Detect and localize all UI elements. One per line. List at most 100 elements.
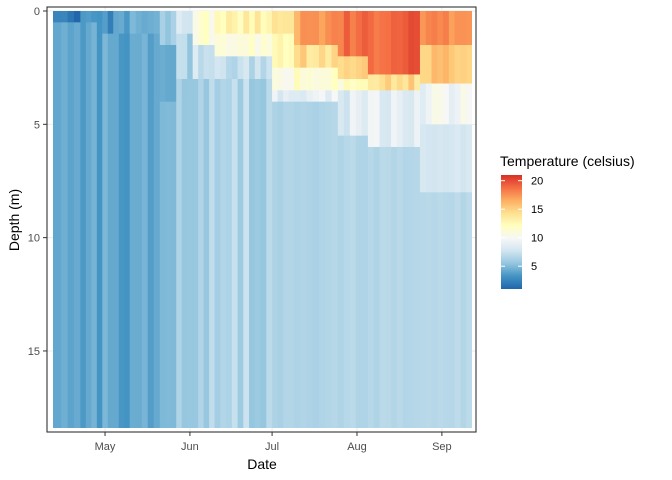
heatmap-cell [187, 11, 194, 35]
heatmap-cell [113, 33, 120, 428]
heatmap-cell [402, 146, 409, 428]
heatmap-cell [293, 90, 301, 103]
heatmap-cell [300, 44, 308, 69]
heatmap-cell [266, 78, 273, 428]
heatmap-cell [437, 83, 444, 125]
heatmap-cell [67, 11, 75, 23]
heatmap-cell [80, 22, 87, 428]
heatmap-cell [419, 83, 427, 125]
heatmap-cell [277, 33, 284, 69]
y-axis-title: Depth (m) [6, 189, 22, 251]
heatmap-cell [135, 33, 143, 428]
heatmap-cell [379, 74, 386, 91]
heatmap-cell [176, 78, 183, 428]
heatmap-cell [367, 90, 375, 148]
heatmap-cell [187, 33, 194, 80]
heatmap-cell [373, 90, 381, 148]
heatmap-cell [74, 11, 81, 23]
heatmap-cell [361, 90, 369, 137]
heatmap-cell [61, 22, 69, 428]
heatmap-cell [319, 101, 326, 428]
heatmap-cell [277, 11, 284, 35]
legend-title: Temperature (celsius) [500, 153, 635, 169]
heatmap-cell [96, 11, 103, 23]
heatmap-cell [460, 192, 467, 428]
heatmap-cell [107, 11, 114, 35]
heatmap-cell [153, 33, 161, 428]
heatmap-cell [209, 44, 216, 80]
heatmap-cell [396, 74, 404, 91]
heatmap-cell [198, 11, 205, 46]
heatmap-cell [181, 33, 188, 80]
heatmap-cell [349, 78, 357, 91]
heatmap-cell [373, 11, 381, 75]
heatmap-cell [293, 101, 301, 428]
heatmap-cell [254, 78, 262, 428]
x-tick-label: Jul [265, 441, 279, 453]
heatmap-cell [414, 146, 421, 428]
heatmap-cell [203, 78, 210, 428]
heatmap-cell [141, 33, 149, 428]
heatmap-cell [283, 33, 290, 69]
heatmap-cell [306, 11, 314, 46]
heatmap-cell [277, 90, 284, 103]
heatmap-cell [419, 44, 427, 84]
heatmap-cell [408, 146, 415, 428]
heatmap-cell [448, 83, 456, 125]
x-axis: May Jun Jul Aug Sep [95, 432, 452, 453]
heatmap-cell [91, 22, 98, 428]
heatmap-cell [306, 90, 314, 103]
heatmap-cell [231, 56, 239, 80]
heatmap-cell [159, 44, 166, 103]
heatmap-cell [396, 11, 404, 75]
heatmap-cell [361, 11, 369, 57]
heatmap-cells [53, 11, 472, 428]
heatmap-cell [454, 192, 462, 428]
heatmap-cell [431, 124, 438, 193]
heatmap-cell [198, 44, 205, 80]
heatmap-cell [402, 11, 409, 75]
heatmap-cell [319, 11, 326, 46]
heatmap-cell [373, 146, 381, 428]
heatmap-cell [283, 101, 290, 428]
x-tick-label: Sep [432, 441, 452, 453]
heatmap-cell [214, 78, 221, 428]
heatmap-cell [361, 56, 369, 80]
heatmap-cell [402, 90, 409, 148]
heatmap-cell [312, 67, 320, 91]
heatmap-cell [466, 44, 472, 84]
heatmap-cell [312, 44, 320, 69]
heatmap-cell [283, 90, 290, 103]
heatmap-cell [80, 11, 87, 23]
heatmap-cell [141, 11, 149, 35]
heatmap-cell [209, 11, 216, 46]
heatmap-cell [260, 33, 267, 57]
heatmap-cell [203, 11, 210, 46]
heatmap-cell [170, 44, 177, 103]
heatmap-cell [419, 11, 427, 46]
heatmap-cell [466, 11, 472, 46]
heatmap-cell [448, 44, 456, 84]
heatmap-cell [277, 101, 284, 428]
heatmap-cell [288, 33, 295, 69]
heatmap-cell [192, 78, 199, 428]
heatmap-cell [437, 124, 444, 193]
heatmap-cell [319, 90, 326, 103]
heatmap-cell [237, 56, 244, 80]
y-tick-label: 5 [34, 119, 40, 131]
heatmap-cell [331, 44, 339, 69]
legend-ticks: 5 10 15 20 [501, 176, 543, 273]
heatmap-cell [408, 74, 415, 91]
heatmap-cell [135, 11, 143, 35]
heatmap-cell [431, 11, 438, 46]
heatmap-cell [237, 33, 244, 57]
legend-tick-label: 10 [531, 233, 543, 245]
heatmap-cell [226, 56, 233, 80]
heatmap-cell [53, 11, 62, 23]
heatmap-cell [319, 44, 326, 69]
x-tick-label: Aug [347, 441, 367, 453]
y-tick-label: 10 [28, 233, 40, 245]
heatmap-cell [402, 74, 409, 91]
heatmap-cell [431, 83, 438, 125]
heatmap-cell [209, 78, 216, 428]
